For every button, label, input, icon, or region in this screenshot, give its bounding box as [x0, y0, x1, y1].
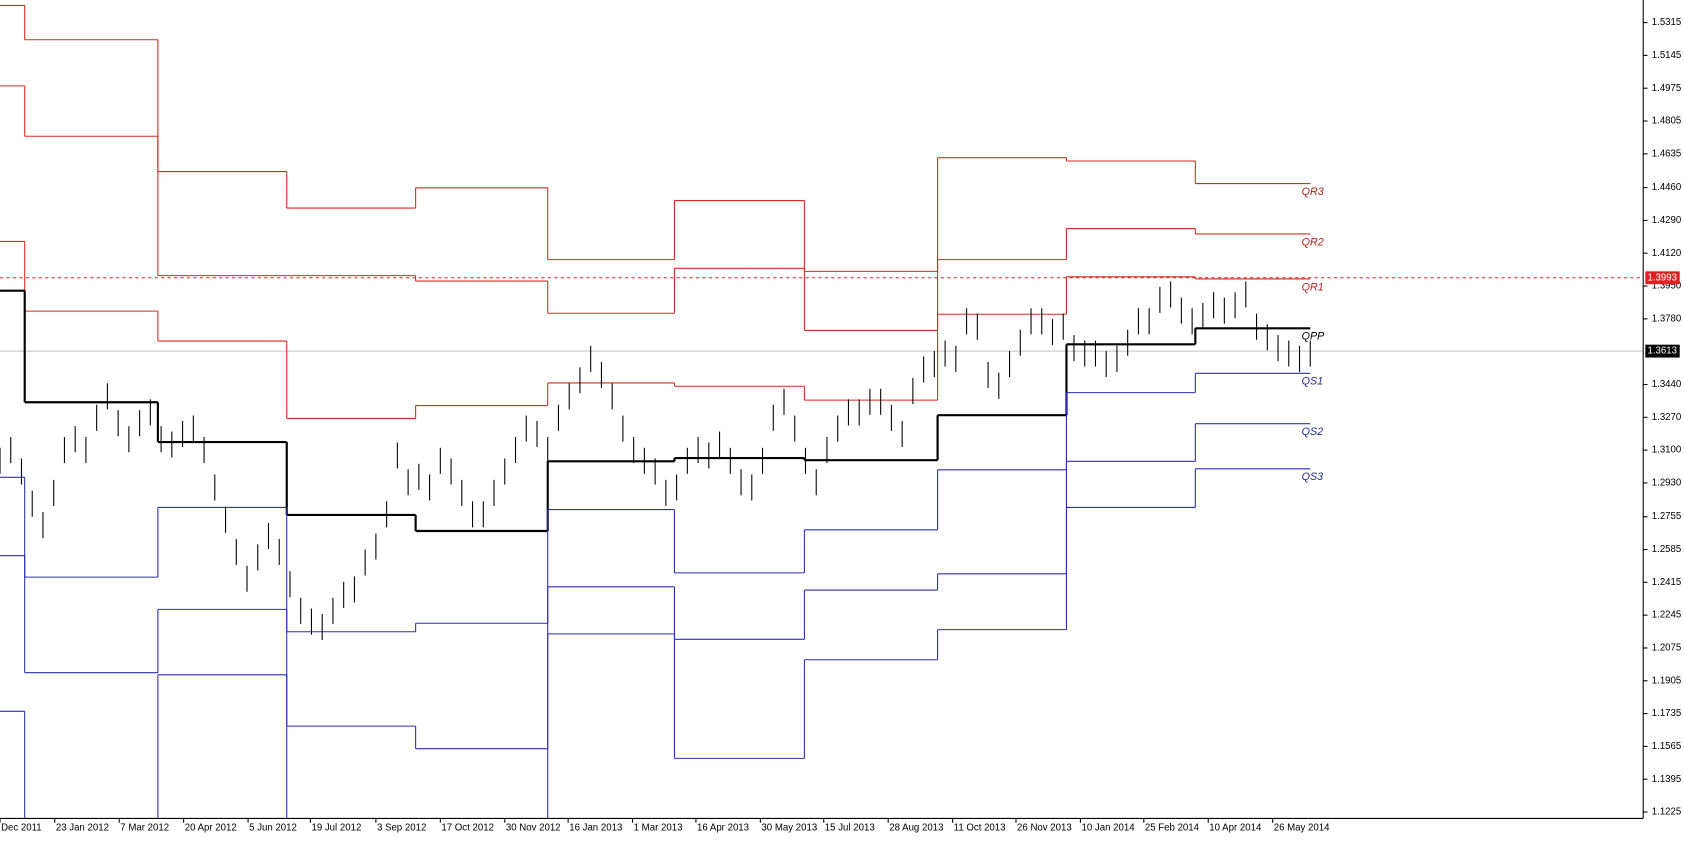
- level-label: QR3: [1302, 186, 1324, 198]
- level-label: QR2: [1302, 236, 1324, 248]
- x-tick-label: 30 May 2013: [761, 823, 817, 834]
- x-tick-label: 19 Jul 2012: [311, 823, 361, 834]
- price-box: [1645, 271, 1680, 285]
- level-label: QPP: [1302, 331, 1326, 343]
- y-tick-label: 1.3950: [1652, 281, 1682, 292]
- x-tick-label: 15 Jul 2013: [825, 823, 875, 834]
- y-tick-label: 1.2930: [1652, 477, 1682, 488]
- x-tick-label: 30 Nov 2012: [506, 823, 561, 834]
- x-tick-label: 20 Apr 2012: [185, 823, 237, 834]
- x-tick-label: 17 Oct 2012: [441, 823, 494, 834]
- y-tick-label: 1.3440: [1652, 379, 1682, 390]
- y-tick-label: 1.1395: [1652, 774, 1682, 785]
- y-tick-label: 1.4635: [1652, 148, 1682, 159]
- y-tick-label: 1.3100: [1652, 445, 1682, 456]
- y-tick-label: 1.5315: [1652, 17, 1682, 28]
- y-tick-label: 1.4975: [1652, 83, 1682, 94]
- x-tick-label: 5 Jun 2012: [249, 823, 297, 834]
- y-tick-label: 1.3780: [1652, 313, 1682, 324]
- y-tick-label: 1.2585: [1652, 544, 1682, 555]
- x-tick-label: Dec 2011: [1, 823, 42, 834]
- x-tick-label: 23 Jan 2012: [56, 823, 109, 834]
- y-tick-label: 1.5145: [1652, 50, 1682, 61]
- y-tick-label: 1.1225: [1652, 807, 1682, 818]
- x-tick-label: 10 Apr 2014: [1209, 823, 1262, 834]
- level-label: QS2: [1302, 426, 1324, 438]
- y-tick-label: 1.4290: [1652, 215, 1682, 226]
- x-tick-label: 28 Aug 2013: [889, 823, 943, 834]
- x-tick-label: 16 Jan 2013: [569, 823, 622, 834]
- y-tick-label: 1.4120: [1652, 248, 1682, 259]
- level-label: QS1: [1302, 376, 1324, 388]
- x-tick-label: 26 May 2014: [1274, 823, 1330, 834]
- y-tick-label: 1.2755: [1652, 511, 1682, 522]
- x-tick-label: 26 Nov 2013: [1017, 823, 1072, 834]
- y-tick-label: 1.3270: [1652, 412, 1682, 423]
- x-tick-label: 16 Apr 2013: [697, 823, 749, 834]
- x-tick-label: 25 Feb 2014: [1145, 823, 1200, 834]
- price-box-label: 1.3613: [1647, 346, 1677, 357]
- level-label: QR1: [1302, 281, 1324, 293]
- level-label: QS3: [1302, 471, 1324, 483]
- x-tick-label: 1 Mar 2013: [634, 823, 683, 834]
- price-box-label: 1.3993: [1647, 272, 1677, 283]
- y-tick-label: 1.2415: [1652, 577, 1682, 588]
- y-tick-label: 1.1565: [1652, 741, 1682, 752]
- plot-area: QR3 QR2 QR1 QPP QS1 QS2 QS3: [0, 4, 1644, 819]
- y-tick-label: 1.4805: [1652, 116, 1682, 127]
- price-box: [1645, 344, 1680, 358]
- y-tick-label: 1.2245: [1652, 610, 1682, 621]
- y-tick-label: 1.1905: [1652, 675, 1682, 686]
- x-tick-label: 7 Mar 2012: [120, 823, 169, 834]
- x-tick-label: 10 Jan 2014: [1081, 823, 1135, 834]
- x-tick-label: 11 Oct 2013: [954, 823, 1006, 834]
- y-tick-label: 1.4460: [1652, 182, 1682, 193]
- y-tick-label: 1.1735: [1652, 708, 1682, 719]
- x-tick-label: 3 Sep 2012: [377, 823, 426, 834]
- axes: 1.5315 1.5145 1.4975 1.4805 1.4635 1.4460 1.42…: [0, 17, 1682, 834]
- y-tick-label: 1.2075: [1652, 643, 1682, 654]
